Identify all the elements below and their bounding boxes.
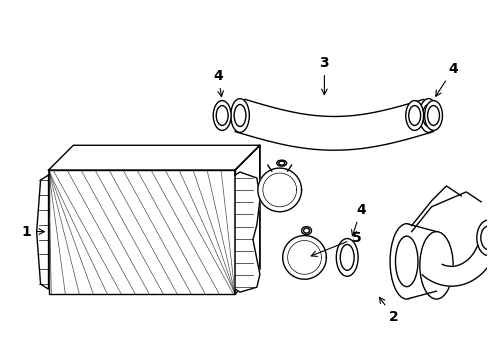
- Ellipse shape: [427, 105, 439, 125]
- Ellipse shape: [476, 220, 488, 256]
- Text: 4: 4: [435, 62, 457, 96]
- Ellipse shape: [301, 227, 311, 235]
- Text: 3: 3: [319, 56, 328, 95]
- Polygon shape: [287, 240, 321, 274]
- Polygon shape: [48, 170, 235, 294]
- Ellipse shape: [278, 161, 284, 165]
- Ellipse shape: [422, 104, 433, 126]
- Ellipse shape: [340, 244, 353, 270]
- Polygon shape: [48, 145, 259, 170]
- Polygon shape: [235, 172, 259, 292]
- Ellipse shape: [276, 160, 286, 166]
- Ellipse shape: [216, 105, 228, 125]
- Ellipse shape: [395, 236, 417, 287]
- Polygon shape: [235, 99, 432, 150]
- Ellipse shape: [389, 224, 423, 299]
- Polygon shape: [406, 224, 436, 299]
- Ellipse shape: [336, 239, 357, 276]
- Polygon shape: [235, 145, 259, 294]
- Polygon shape: [421, 227, 488, 286]
- Ellipse shape: [230, 99, 249, 132]
- Polygon shape: [37, 175, 48, 289]
- Ellipse shape: [424, 100, 442, 130]
- Text: 4: 4: [213, 69, 223, 96]
- Text: 1: 1: [22, 225, 44, 239]
- Ellipse shape: [303, 228, 309, 233]
- Text: 5: 5: [310, 230, 361, 256]
- Ellipse shape: [419, 231, 452, 299]
- Ellipse shape: [418, 99, 437, 132]
- Polygon shape: [282, 235, 325, 279]
- Ellipse shape: [234, 104, 245, 126]
- Polygon shape: [235, 145, 259, 269]
- Text: 2: 2: [379, 297, 398, 324]
- Ellipse shape: [405, 100, 423, 130]
- Ellipse shape: [480, 226, 488, 250]
- Ellipse shape: [408, 105, 420, 125]
- Polygon shape: [263, 173, 296, 207]
- Text: 4: 4: [351, 203, 365, 236]
- Polygon shape: [257, 168, 301, 212]
- Ellipse shape: [213, 100, 231, 130]
